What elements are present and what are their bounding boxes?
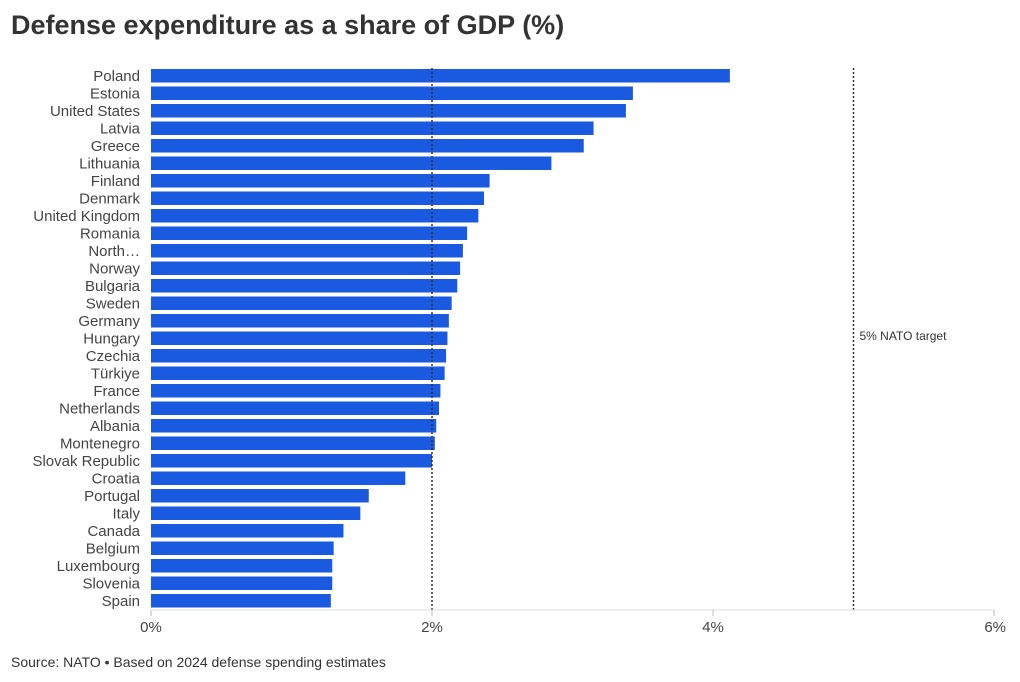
category-label: Finland [91, 173, 140, 190]
reference-line-label: 5% NATO target [860, 329, 948, 343]
category-label: Luxembourg [57, 558, 140, 575]
bar [151, 69, 730, 83]
x-axis: 0% 2% 4% 6% [140, 609, 1006, 636]
bar [151, 419, 437, 433]
category-label: Montenegro [60, 435, 140, 452]
category-label: Hungary [83, 330, 140, 347]
bar [151, 156, 552, 170]
category-label: United Kingdom [33, 208, 140, 225]
category-label: Bulgaria [85, 278, 141, 295]
category-label: Romania [80, 225, 141, 242]
category-label: Canada [87, 523, 140, 540]
bar [151, 349, 447, 363]
category-label: Poland [93, 68, 140, 85]
category-label: Türkiye [91, 365, 140, 382]
bar [151, 314, 449, 328]
x-tick-label: 6% [984, 619, 1006, 636]
chart-title: Defense expenditure as a share of GDP (%… [11, 10, 565, 40]
bar [151, 331, 448, 345]
source-note: Source: NATO • Based on 2024 defense spe… [11, 654, 386, 670]
category-label: Netherlands [59, 400, 140, 417]
x-tick-label: 4% [702, 619, 724, 636]
bar [151, 296, 452, 310]
category-label: Czechia [86, 348, 141, 365]
bar [151, 436, 435, 450]
x-tick-label: 2% [421, 619, 443, 636]
bar [151, 279, 458, 293]
category-label: France [93, 383, 140, 400]
bar [151, 524, 344, 538]
category-label: Lithuania [79, 155, 141, 172]
bar [151, 191, 484, 205]
category-label: Italy [112, 505, 140, 522]
bars-layer [151, 69, 730, 608]
bar [151, 261, 461, 275]
bar [151, 594, 331, 608]
bar [151, 366, 445, 380]
category-label: Greece [91, 138, 140, 155]
category-label: Sweden [86, 295, 140, 312]
category-label: Latvia [100, 120, 141, 137]
category-label: Portugal [84, 488, 140, 505]
category-label: Slovenia [82, 575, 140, 592]
bar [151, 541, 334, 555]
category-label: Norway [89, 260, 140, 277]
category-label: North… [88, 243, 140, 260]
bar [151, 104, 626, 118]
bar [151, 506, 361, 520]
bar [151, 226, 468, 240]
category-label: United States [50, 103, 140, 120]
bar [151, 244, 463, 258]
bar [151, 576, 333, 590]
bar [151, 401, 440, 415]
category-label: Estonia [90, 85, 141, 102]
category-label: Spain [102, 593, 140, 610]
category-label: Denmark [79, 190, 140, 207]
bar [151, 559, 333, 573]
bar [151, 384, 441, 398]
bar [151, 174, 490, 188]
category-label: Croatia [92, 470, 141, 487]
reference-lines-layer: 5% NATO target [431, 68, 948, 610]
category-label: Belgium [86, 540, 140, 557]
bar [151, 209, 479, 223]
bar [151, 471, 406, 485]
bar [151, 489, 369, 503]
bar [151, 121, 594, 135]
bar [151, 454, 432, 468]
bar [151, 86, 633, 100]
x-tick-label: 0% [140, 619, 162, 636]
category-label: Albania [90, 418, 141, 435]
category-label: Germany [78, 313, 140, 330]
bar [151, 139, 584, 153]
category-label: Slovak Republic [32, 453, 140, 470]
